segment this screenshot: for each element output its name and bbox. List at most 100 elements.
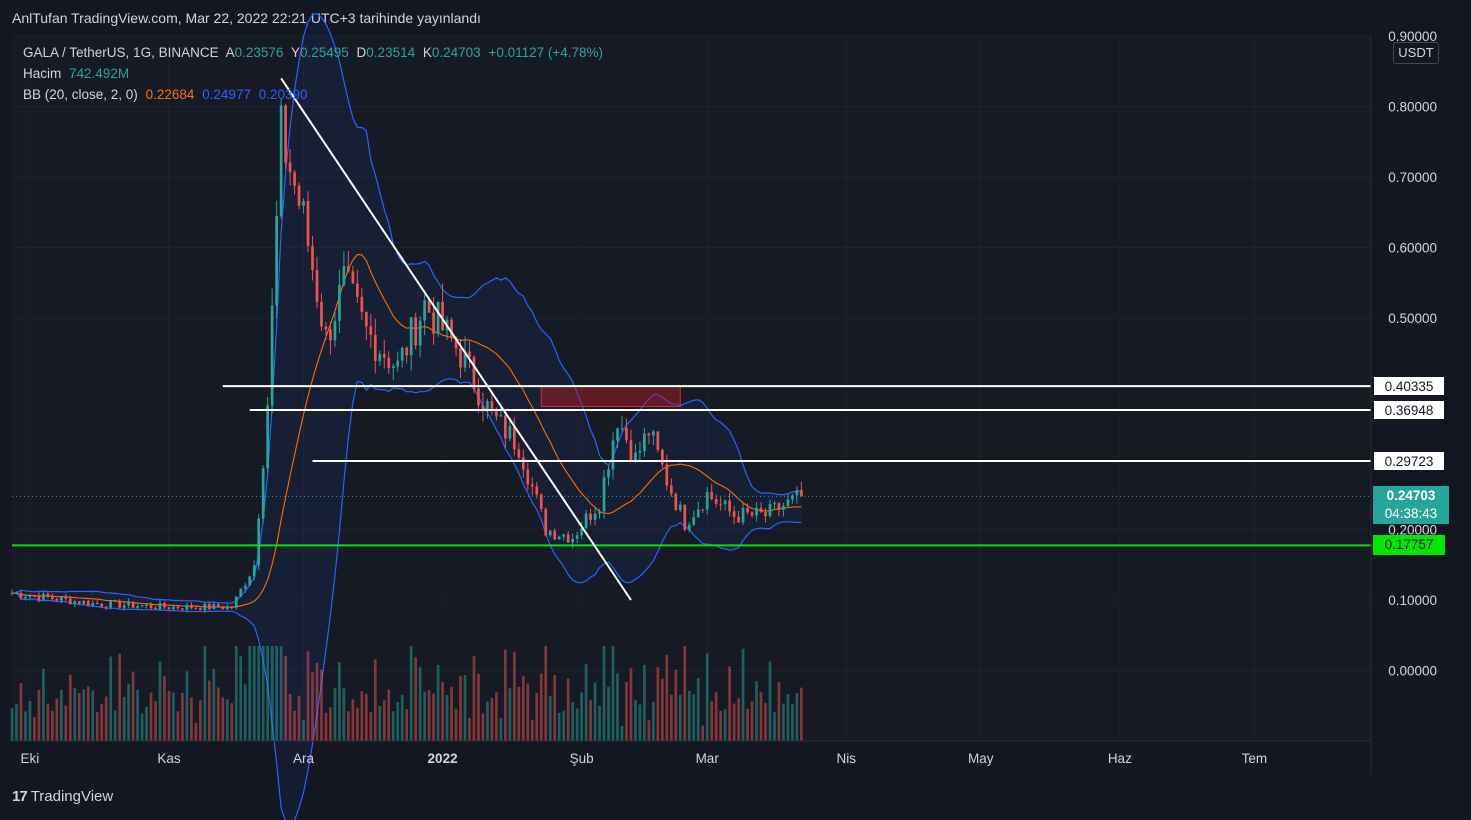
volume-bar: [499, 717, 503, 741]
top-bar: AnlTufan TradingView.com, Mar 22, 2022 2…: [0, 0, 1471, 36]
candle-body: [548, 530, 552, 536]
candle-body: [329, 329, 332, 341]
volume-bar: [409, 646, 413, 741]
candle-body: [396, 360, 400, 367]
candle-body: [306, 200, 310, 246]
candle-body: [795, 490, 799, 496]
volume-bar: [728, 666, 731, 741]
volume-bar: [450, 686, 453, 741]
legend-high: 0.25495: [299, 45, 349, 60]
volume-bar: [239, 655, 243, 741]
candle-body: [324, 326, 328, 330]
candle-body: [504, 415, 507, 439]
volume-bar: [382, 700, 386, 741]
legend-bb-basis: 0.22684: [145, 87, 195, 102]
candle-body: [459, 348, 462, 368]
tradingview-logo-text: TradingView: [30, 788, 114, 805]
candle-body: [10, 593, 14, 595]
volume-bar: [369, 711, 373, 741]
volume-bar: [647, 720, 651, 741]
candle-body: [203, 603, 207, 611]
candle-body: [409, 317, 413, 356]
candle-body: [311, 245, 314, 271]
volume-bar: [293, 710, 296, 741]
candle-body: [773, 503, 776, 505]
candle-body: [279, 105, 283, 217]
volume-bar: [575, 708, 579, 741]
time-tick-label: Tem: [1242, 751, 1268, 766]
candle-body: [95, 603, 99, 605]
price-tick-label: 0.50000: [1388, 311, 1437, 326]
candle-body: [710, 492, 714, 500]
volume-bar: [764, 703, 767, 741]
candle-body: [705, 492, 709, 510]
volume-bar: [297, 695, 301, 741]
volume-bar: [342, 688, 346, 741]
candle-body: [243, 585, 247, 589]
volume-bar: [521, 675, 525, 741]
volume-bar: [37, 689, 41, 741]
candle-body: [239, 588, 243, 597]
time-tick-label: Kas: [157, 751, 181, 766]
support-badge: 0.17757: [1373, 535, 1445, 555]
candle-body: [481, 405, 485, 410]
volume-bar: [441, 682, 444, 741]
tradingview-logo[interactable]: 17 TradingView: [12, 788, 113, 805]
currency-selector[interactable]: USDT: [1393, 42, 1439, 64]
volume-bar: [387, 689, 391, 741]
candle-body: [571, 538, 574, 543]
volume-bar: [486, 701, 489, 741]
volume-bar: [10, 708, 14, 741]
candle-body: [647, 433, 651, 436]
candle-body: [750, 512, 754, 516]
volume-bar: [719, 710, 722, 741]
candle-body: [427, 300, 431, 313]
candle-body: [674, 493, 678, 510]
volume-bar: [216, 687, 220, 741]
candle-body: [221, 607, 225, 610]
legend-volume-label: Hacim: [23, 66, 62, 81]
candle-body: [539, 494, 543, 510]
time-tick-label: Haz: [1108, 751, 1132, 766]
volume-bar: [266, 646, 269, 741]
volume-bar: [665, 654, 669, 741]
volume-bar: [589, 700, 592, 741]
volume-bar: [91, 690, 95, 741]
candle-body: [436, 301, 440, 334]
candle-body: [15, 592, 18, 594]
bb-basis-line: [12, 254, 802, 608]
candle-body: [450, 319, 453, 338]
candle-body: [620, 427, 624, 429]
volume-bar: [351, 699, 355, 741]
volume-bar: [158, 661, 162, 741]
volume-bar: [777, 681, 781, 741]
candle-body: [24, 597, 27, 599]
volume-bar: [661, 678, 664, 741]
candle-body: [616, 428, 619, 441]
price-tick-label: 0.60000: [1388, 241, 1437, 256]
candle-body: [728, 500, 731, 512]
volume-bar: [755, 681, 758, 741]
volume-bar: [261, 646, 265, 741]
volume-bar: [539, 673, 543, 741]
volume-bar: [306, 651, 310, 741]
time-tick-label: May: [968, 751, 994, 766]
volume-bar: [221, 697, 225, 741]
volume-bar: [436, 665, 440, 741]
candle-body: [800, 490, 803, 497]
candle-body: [252, 565, 256, 577]
chart-grid: [12, 35, 1371, 741]
price-tick-label: 0.70000: [1388, 170, 1437, 185]
legend-high-key: Y: [290, 45, 300, 60]
candle-body: [589, 513, 592, 520]
candle-body: [378, 354, 382, 361]
legend-ohlc-row: GALA / TetherUS, 1G, BINANCE A0.23576 Y0…: [23, 45, 607, 60]
candle-body: [490, 401, 494, 411]
volume-bar: [795, 693, 799, 741]
candle-body: [284, 105, 287, 163]
candle-body: [190, 604, 193, 609]
candle-body: [33, 595, 36, 597]
candle-body: [692, 517, 696, 525]
volume-bar: [181, 692, 184, 741]
